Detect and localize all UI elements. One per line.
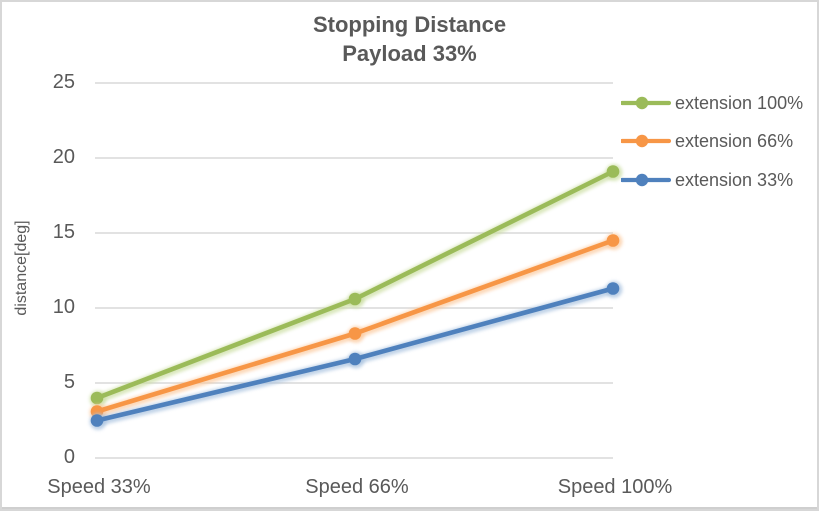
y-tick-label-20: 20 [52,146,75,169]
chart-title-line-2: Payload 33% [342,41,477,66]
data-point-extension-33-2 [606,282,620,295]
legend-item-extension-66: extension 66% [621,130,793,152]
y-tick-label-15: 15 [52,221,75,244]
y-tick-label-25: 25 [52,71,75,94]
data-point-extension-66-1 [348,327,362,340]
x-axis-label-1: Speed 66% [305,476,409,498]
legend-marker-extension-66 [621,134,671,148]
chart-title: Stopping Distance Payload 33% [0,10,819,68]
legend-label-extension-66: extension 66% [675,130,794,151]
legend-item-extension-33: extension 33% [621,169,793,191]
x-axis-label-0: Speed 33% [47,476,151,498]
series-line-extension-66 [94,238,616,414]
legend-marker-extension-100 [621,96,671,110]
legend-label-extension-100: extension 100% [675,92,804,113]
data-point-extension-100-0 [90,391,104,405]
legend-item-extension-100: extension 100% [621,92,803,114]
data-point-extension-66-2 [606,234,620,247]
data-point-extension-100-1 [348,292,362,306]
legend-label-extension-33: extension 33% [675,169,794,190]
data-point-extension-100-2 [606,165,620,178]
y-tick-label-10: 10 [52,296,75,319]
y-tick-label-5: 5 [63,371,75,394]
data-point-extension-33-0 [90,414,104,427]
data-point-extension-33-1 [348,352,362,366]
chart-title-line-1: Stopping Distance [312,12,507,37]
x-axis-label-2: Speed 100% [557,476,673,498]
y-tick-label-0: 0 [63,446,75,469]
legend-marker-extension-33 [621,173,671,187]
